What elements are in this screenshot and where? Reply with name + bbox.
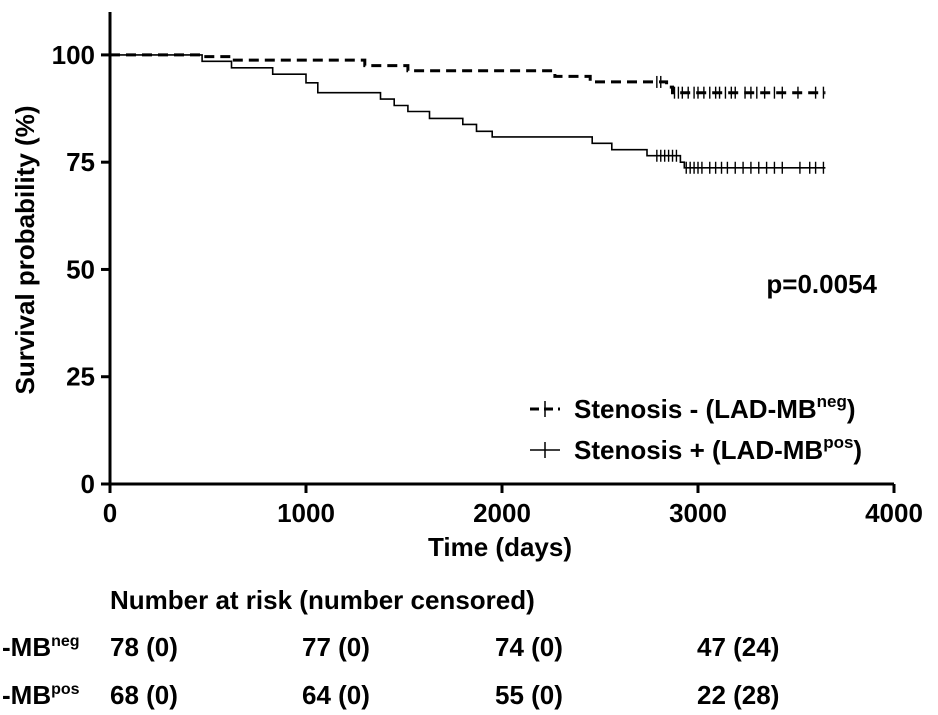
x-tick-label: 4000 <box>865 498 923 528</box>
x-tick-label: 1000 <box>277 498 335 528</box>
legend-label-stenosis-pos: Stenosis + (LAD-MBpos) <box>574 433 862 465</box>
risk-cell: 78 (0) <box>110 632 178 663</box>
legend-item-stenosis-neg: Stenosis - (LAD-MBneg) <box>530 392 856 424</box>
risk-row-label: -MBneg <box>2 632 80 663</box>
y-ticks: 0 25 50 75 100 <box>52 40 110 499</box>
survival-chart: 0 1000 2000 3000 4000 0 25 50 75 100 Time (days)… <box>0 0 938 580</box>
x-axis-label: Time (days) <box>428 532 572 562</box>
risk-table-title: Number at risk (number censored) <box>110 585 535 616</box>
risk-row-neg: -MBneg 78 (0) 77 (0) 74 (0) 47 (24) <box>0 632 938 666</box>
risk-cell: 77 (0) <box>302 632 370 663</box>
y-tick-label: 75 <box>66 147 95 177</box>
x-ticks: 0 1000 2000 3000 4000 <box>103 484 923 528</box>
y-tick-label: 100 <box>52 40 95 70</box>
risk-cell: 74 (0) <box>495 632 563 663</box>
y-tick-label: 0 <box>81 469 95 499</box>
y-axis-label: Survival probability (%) <box>10 106 40 395</box>
risk-cell: 64 (0) <box>302 680 370 711</box>
risk-cell: 22 (28) <box>697 680 779 711</box>
risk-cell: 47 (24) <box>697 632 779 663</box>
legend-label-stenosis-neg: Stenosis - (LAD-MBneg) <box>574 392 856 424</box>
legend-item-stenosis-pos: Stenosis + (LAD-MBpos) <box>530 433 862 465</box>
legend: Stenosis - (LAD-MBneg) Stenosis + (LAD-M… <box>530 392 862 465</box>
x-tick-label: 0 <box>103 498 117 528</box>
series-layer <box>110 55 825 174</box>
risk-row-pos: -MBpos 68 (0) 64 (0) 55 (0) 22 (28) <box>0 680 938 714</box>
series-pos <box>110 55 825 174</box>
x-tick-label: 2000 <box>473 498 531 528</box>
x-tick-label: 3000 <box>669 498 727 528</box>
risk-row-label: -MBpos <box>2 680 80 711</box>
y-tick-label: 25 <box>66 362 95 392</box>
risk-cell: 55 (0) <box>495 680 563 711</box>
p-value-annotation: p=0.0054 <box>766 269 877 299</box>
y-tick-label: 50 <box>66 254 95 284</box>
risk-cell: 68 (0) <box>110 680 178 711</box>
